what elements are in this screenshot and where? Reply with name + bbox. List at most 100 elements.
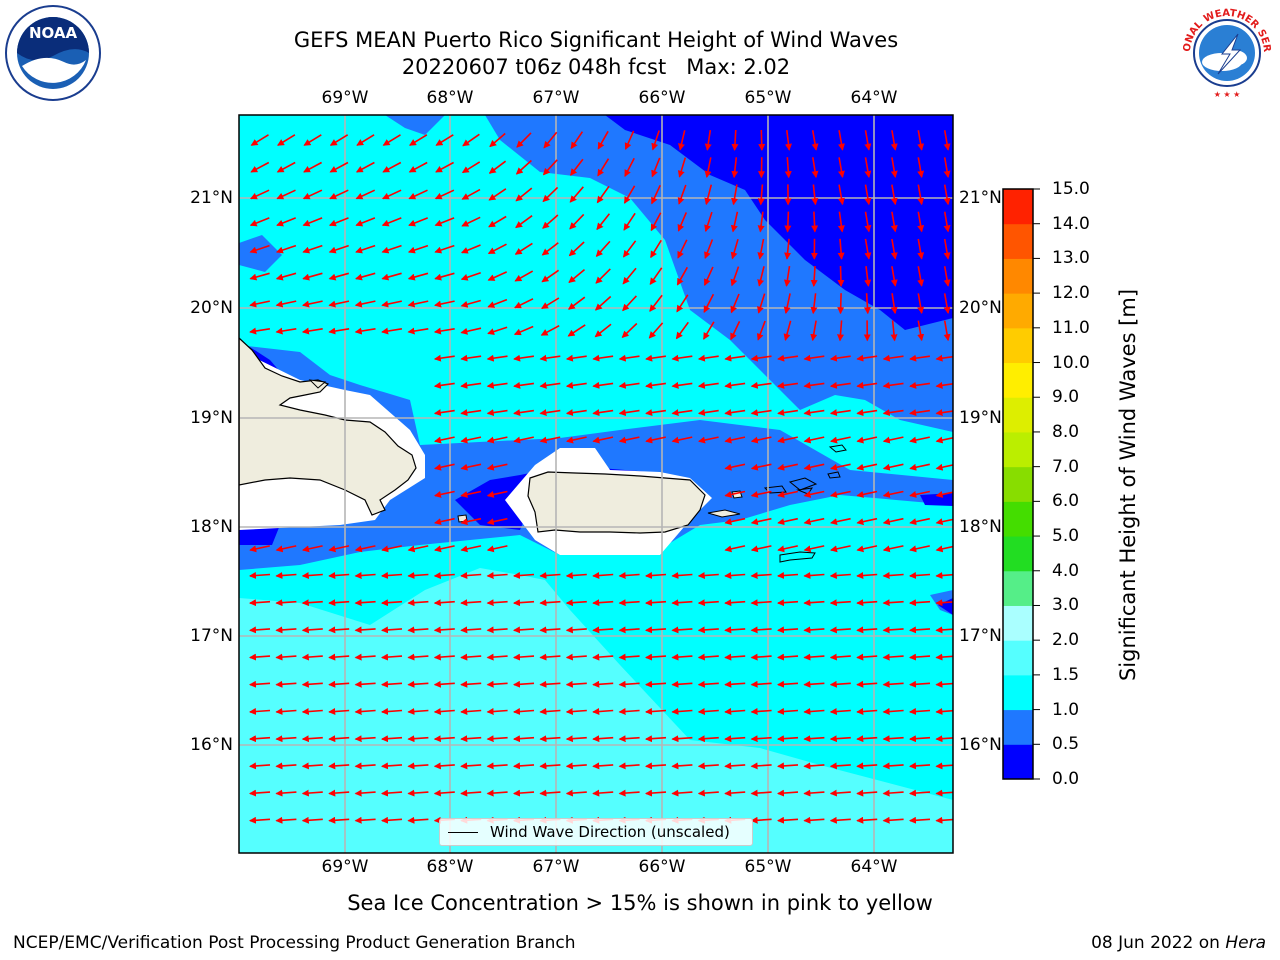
wind-wave-arrow (724, 571, 746, 579)
wind-wave-arrow (677, 184, 687, 205)
wind-wave-arrow (651, 130, 660, 151)
wind-wave-arrow (487, 243, 507, 255)
wind-wave-arrow (882, 436, 904, 444)
wind-wave-arrow (882, 463, 904, 471)
wind-wave-arrow (697, 626, 719, 634)
wind-wave-arrow (882, 707, 904, 715)
wind-wave-arrow (703, 321, 715, 340)
wind-wave-arrow (803, 381, 825, 389)
wind-wave-arrow (487, 298, 508, 308)
wind-wave-arrow (618, 680, 640, 688)
wind-wave-arrow (328, 217, 349, 227)
wind-wave-arrow (539, 789, 561, 797)
wind-wave-arrow (731, 157, 739, 179)
wind-wave-arrow (433, 653, 455, 661)
wind-wave-arrow (407, 244, 429, 254)
wind-wave-arrow (460, 680, 482, 688)
wind-wave-arrow (677, 157, 687, 178)
wind-wave-arrow (301, 571, 323, 579)
wind-wave-arrow (803, 789, 825, 797)
wind-wave-arrow (829, 680, 851, 688)
land-virgin-islands-b (788, 477, 818, 495)
wind-wave-arrow (303, 134, 322, 146)
wind-wave-arrow (803, 653, 825, 661)
wind-wave-arrow (381, 653, 403, 661)
wind-wave-arrow (565, 409, 587, 417)
wind-wave-arrow (624, 130, 635, 151)
wind-wave-arrow (407, 735, 429, 743)
wind-wave-arrow (595, 240, 611, 257)
wind-wave-arrow (488, 215, 507, 228)
wind-wave-arrow (408, 217, 428, 227)
colorbar-frame (1002, 188, 1034, 780)
wind-wave-arrow (434, 189, 455, 200)
wave-band-0-0.5-ne (605, 115, 953, 330)
wind-wave-arrow (784, 238, 792, 260)
wind-wave-arrow (513, 409, 535, 417)
wind-wave-arrow (486, 707, 508, 715)
wind-wave-arrow (435, 161, 454, 173)
wind-wave-arrow (592, 409, 614, 417)
lat-label-right: 21°N (959, 188, 1002, 208)
wind-wave-arrow (622, 240, 637, 258)
wind-wave-arrow (275, 300, 297, 308)
land-mona (457, 514, 468, 523)
wind-wave-arrow (434, 436, 455, 444)
wind-wave-arrow (249, 626, 271, 634)
map-frame (238, 114, 954, 854)
wind-wave-arrow (433, 381, 455, 389)
lon-label-top: 64°W (850, 88, 898, 108)
wind-wave-arrow (513, 626, 535, 634)
wind-wave-arrow (697, 354, 719, 362)
wind-wave-arrow (785, 130, 792, 151)
wind-wave-arrow (539, 354, 561, 362)
wind-wave-arrow (570, 131, 584, 150)
wind-wave-arrow (935, 707, 953, 715)
land-tortuga (308, 379, 327, 389)
wind-wave-arrow (597, 158, 610, 177)
wind-wave-arrow (935, 571, 953, 579)
wind-wave-arrow (645, 735, 667, 743)
wind-wave-arrow (302, 272, 323, 281)
wind-wave-arrow (837, 293, 845, 315)
wind-wave-arrow (882, 571, 904, 579)
wind-wave-arrow (856, 680, 878, 688)
colorbar-tick-label: 4.0 (1052, 560, 1080, 581)
wind-wave-arrow (618, 762, 640, 770)
wind-wave-arrow (302, 300, 323, 308)
wind-wave-arrow (460, 271, 481, 281)
wind-wave-arrow (909, 571, 931, 579)
wind-wave-arrow (917, 184, 925, 206)
lon-label-bottom: 69°W (321, 857, 369, 877)
wind-wave-arrow (565, 381, 587, 389)
wind-wave-arrow (750, 735, 772, 743)
wind-wave-arrow (592, 653, 614, 661)
wind-wave-arrow (250, 134, 269, 146)
wind-wave-arrow (354, 762, 376, 770)
wind-wave-arrow (565, 653, 587, 661)
wind-wave-arrow (355, 244, 376, 254)
lat-label-left: 21°N (190, 188, 233, 208)
wind-wave-arrow (750, 545, 772, 553)
wind-wave-arrow (592, 789, 614, 797)
wind-wave-arrow (513, 653, 535, 661)
lat-label-right: 19°N (959, 408, 1002, 428)
wind-wave-arrow (645, 436, 666, 444)
wind-wave-arrow (488, 160, 507, 174)
wind-wave-arrow (382, 134, 401, 146)
wind-wave-arrow (592, 680, 614, 688)
wind-wave-arrow (407, 599, 429, 607)
wind-wave-arrow (777, 680, 799, 688)
wind-wave-arrow (486, 571, 508, 579)
wind-wave-arrow (592, 381, 614, 389)
wind-wave-arrow (434, 545, 455, 553)
wind-wave-arrow (460, 762, 482, 770)
wind-wave-arrow (803, 599, 825, 607)
wind-wave-arrow (486, 517, 508, 526)
wind-wave-arrow (882, 680, 904, 688)
wind-wave-arrow (756, 320, 766, 341)
wind-wave-arrow (488, 188, 507, 201)
wind-wave-arrow (810, 293, 818, 315)
wind-wave-arrow (433, 735, 455, 743)
wind-wave-arrow (249, 244, 270, 254)
